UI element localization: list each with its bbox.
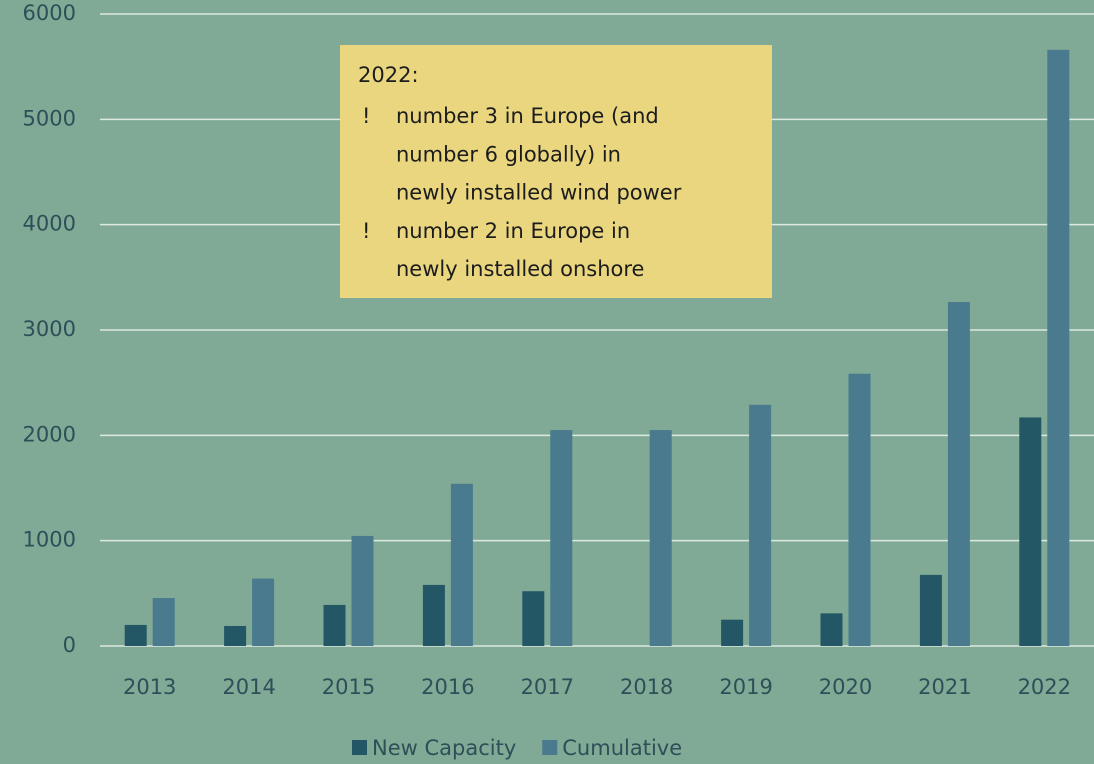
x-tick-label: 2022 — [1018, 675, 1071, 699]
annotation-bullet: ! — [362, 219, 370, 243]
bar — [919, 574, 942, 646]
y-tick-label: 6000 — [23, 1, 76, 25]
bar — [820, 613, 843, 646]
legend-label: New Capacity — [372, 736, 516, 760]
bar — [522, 591, 545, 646]
legend-swatch — [352, 740, 367, 755]
x-tick-label: 2014 — [222, 675, 275, 699]
bar — [450, 483, 473, 646]
x-tick-label: 2016 — [421, 675, 474, 699]
bar — [1047, 49, 1070, 646]
bar — [152, 598, 175, 646]
bar — [550, 430, 573, 646]
legend-swatch — [542, 740, 558, 755]
annotation-line: newly installed wind power — [396, 181, 682, 205]
y-tick-label: 2000 — [23, 422, 76, 446]
y-tick-label: 4000 — [23, 212, 76, 236]
y-tick-label: 1000 — [23, 528, 76, 552]
x-tick-label: 2013 — [123, 675, 176, 699]
bar — [947, 302, 970, 646]
bar — [649, 430, 672, 646]
x-tick-label: 2020 — [819, 675, 872, 699]
x-tick-label: 2015 — [322, 675, 375, 699]
bar — [1019, 417, 1042, 646]
y-tick-label: 5000 — [23, 106, 76, 130]
annotation-line: number 3 in Europe (and — [396, 104, 659, 128]
bar — [252, 578, 275, 646]
annotation-line: newly installed onshore — [396, 257, 644, 281]
x-tick-label: 2017 — [521, 675, 574, 699]
bar — [323, 604, 346, 646]
annotation-line: number 6 globally) in — [396, 142, 621, 166]
annotation-line: number 2 in Europe in — [396, 219, 630, 243]
bar — [351, 535, 374, 646]
x-tick-label: 2018 — [620, 675, 673, 699]
y-tick-label: 3000 — [23, 317, 76, 341]
bar — [422, 584, 445, 646]
legend-label: Cumulative — [562, 736, 682, 760]
bar — [721, 619, 744, 646]
annotation-bullet: ! — [362, 104, 370, 128]
x-tick-label: 2021 — [918, 675, 971, 699]
annotation-title: 2022: — [358, 63, 419, 87]
x-tick-label: 2019 — [719, 675, 772, 699]
bar — [749, 404, 772, 646]
bar — [224, 625, 247, 646]
bar — [848, 373, 871, 646]
bar — [124, 624, 147, 646]
y-tick-label: 0 — [63, 633, 76, 657]
annotation-box — [340, 45, 772, 298]
